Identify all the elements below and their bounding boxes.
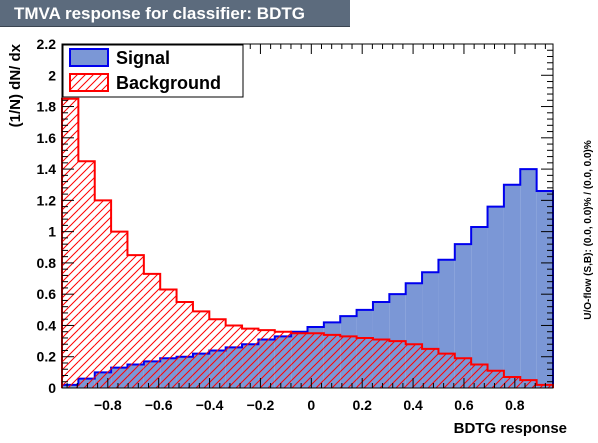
background-bin: [503, 377, 521, 388]
background-bin: [291, 333, 308, 388]
background-bin: [405, 344, 423, 388]
background-bin: [323, 334, 341, 388]
y-tick-label: 2: [48, 67, 56, 83]
background-bin: [372, 339, 390, 388]
x-tick-labels: −0.8 −0.6 −0.4 −0.2 0 0.2 0.4 0.6 0.8: [94, 397, 525, 413]
x-tick-label: 0: [307, 397, 315, 413]
y-tick-labels: 0 0.2 0.4 0.6 0.8 1 1.2 1.4 1.6 1.8 2 2.2: [37, 36, 57, 396]
overflow-note: U/O-flow (S,B): (0.0, 0.0)% / (0.0, 0.0)…: [583, 140, 594, 320]
x-tick-label: −0.4: [196, 397, 224, 413]
background-bin: [471, 364, 488, 388]
background-bin: [274, 331, 292, 388]
y-tick-label: 0.4: [37, 317, 57, 333]
background-bin: [242, 328, 259, 388]
background-bin: [192, 311, 210, 388]
background-bin: [340, 336, 357, 388]
y-tick-label: 2.2: [37, 36, 57, 52]
background-bin: [389, 341, 406, 388]
signal-bin: [471, 226, 488, 388]
background-bin: [454, 358, 472, 388]
signal-bin: [487, 206, 504, 388]
x-tick-label: 0.4: [403, 397, 423, 413]
background-bin: [422, 348, 439, 388]
y-tick-label: 1.4: [37, 161, 57, 177]
background-bin: [127, 255, 144, 388]
y-tick-label: 1.6: [37, 130, 57, 146]
background-bin: [176, 302, 193, 388]
background-bin: [356, 337, 373, 388]
background-bin: [78, 161, 95, 388]
y-tick-label: 0.2: [37, 349, 57, 365]
series-background: [61, 97, 554, 389]
background-outline: [61, 97, 554, 388]
background-bin: [94, 200, 112, 388]
background-bin: [536, 384, 553, 388]
signal-bin: [503, 184, 521, 388]
background-bin: [487, 370, 504, 388]
x-tick-label: −0.6: [145, 397, 173, 413]
background-bin: [258, 330, 275, 388]
background-bin: [143, 273, 161, 388]
legend-signal-swatch: [69, 48, 109, 67]
legend-background-swatch: [69, 73, 109, 92]
legend: Signal Background: [62, 44, 244, 98]
background-bin: [111, 231, 128, 388]
x-axis-label: BDTG response: [454, 420, 567, 437]
legend-background-label: Background: [116, 73, 221, 93]
background-bin: [520, 380, 537, 388]
x-tick-label: −0.2: [247, 397, 275, 413]
x-tick-label: 0.2: [352, 397, 372, 413]
signal-bin: [536, 190, 553, 388]
y-tick-label: 1.2: [37, 192, 57, 208]
background-bin: [438, 353, 455, 388]
chart-title: TMVA response for classifier: BDTG: [0, 0, 350, 27]
background-bin: [307, 333, 324, 388]
background-bin: [62, 98, 79, 389]
x-tick-label: 0.6: [454, 397, 474, 413]
legend-signal-label: Signal: [116, 48, 170, 68]
background-bin: [225, 325, 243, 388]
background-bin: [160, 289, 177, 388]
y-tick-label: 0.6: [37, 286, 57, 302]
y-tick-label: 0: [48, 380, 56, 396]
x-tick-label: −0.8: [94, 397, 122, 413]
x-tick-label: 0.8: [505, 397, 525, 413]
plot-frame: [61, 43, 554, 389]
y-axis-label: (1/N) dN/ dx: [7, 43, 24, 127]
signal-bin: [520, 169, 537, 388]
y-tick-label: 1: [48, 224, 56, 240]
y-tick-label: 1.8: [37, 99, 57, 115]
background-bin: [209, 319, 226, 388]
signal-bin: [454, 244, 472, 388]
y-tick-label: 0.8: [37, 255, 57, 271]
